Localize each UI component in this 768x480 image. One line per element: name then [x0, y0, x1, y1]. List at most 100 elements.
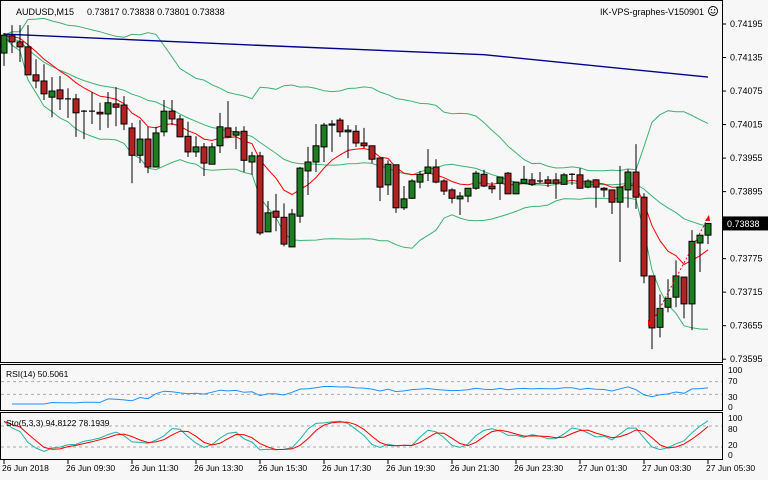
candle[interactable]: [648, 275, 656, 350]
candle[interactable]: [256, 151, 264, 236]
candle[interactable]: [112, 87, 120, 127]
candle[interactable]: [320, 122, 328, 162]
candle[interactable]: [65, 88, 71, 118]
candle[interactable]: [472, 170, 480, 190]
bollinger-upper-line: [3, 17, 709, 172]
candle[interactable]: [480, 169, 488, 188]
candle[interactable]: [81, 110, 87, 140]
candle[interactable]: [368, 145, 376, 164]
candle[interactable]: [384, 160, 392, 195]
candle[interactable]: [416, 170, 424, 189]
candle[interactable]: [400, 186, 408, 211]
candle-body: [56, 89, 64, 100]
candle[interactable]: [192, 136, 200, 157]
candle[interactable]: [89, 92, 95, 124]
candle[interactable]: [360, 127, 368, 149]
candle[interactable]: [128, 122, 136, 184]
candle[interactable]: [16, 25, 24, 62]
candle[interactable]: [96, 102, 104, 131]
stochastic-panel[interactable]: [1, 420, 722, 453]
candle[interactable]: [264, 201, 272, 233]
candle[interactable]: [544, 175, 552, 188]
candle[interactable]: [408, 179, 416, 199]
candle[interactable]: [328, 120, 336, 152]
candle[interactable]: [272, 193, 280, 232]
smiley-face-icon[interactable]: [708, 6, 718, 16]
candle-body: [0, 34, 8, 54]
candle[interactable]: [176, 115, 184, 138]
candle[interactable]: [216, 112, 224, 154]
candle[interactable]: [232, 126, 240, 150]
candle[interactable]: [696, 234, 704, 273]
candle-body: [648, 275, 656, 329]
candle[interactable]: [392, 164, 400, 213]
candle[interactable]: [352, 125, 360, 147]
candle[interactable]: [48, 77, 56, 118]
price-panel[interactable]: [0, 17, 712, 350]
candle[interactable]: [56, 75, 64, 111]
candle[interactable]: [168, 99, 176, 126]
candle[interactable]: [664, 279, 672, 313]
candle-body: [288, 213, 296, 248]
candle-body: [16, 41, 24, 48]
candle[interactable]: [537, 172, 543, 184]
candle[interactable]: [32, 59, 40, 89]
candle[interactable]: [440, 179, 448, 195]
candle[interactable]: [528, 173, 536, 187]
candle[interactable]: [560, 173, 568, 185]
candle[interactable]: [616, 165, 624, 262]
candle[interactable]: [456, 192, 464, 216]
candle[interactable]: [632, 144, 640, 209]
candle[interactable]: [600, 187, 608, 198]
stochastic-label: Sto(5,3,3) 94.8122 78.1939: [6, 418, 110, 428]
candle[interactable]: [312, 124, 320, 173]
candle[interactable]: [200, 142, 208, 176]
candle[interactable]: [160, 99, 168, 137]
candle[interactable]: [72, 93, 80, 137]
candle[interactable]: [432, 159, 440, 184]
candle[interactable]: [488, 182, 496, 194]
candle[interactable]: [576, 168, 584, 189]
candle[interactable]: [120, 96, 128, 131]
price-panel-border: [0, 0, 723, 363]
rsi-panel[interactable]: [1, 381, 722, 405]
candle[interactable]: [584, 179, 592, 189]
candle[interactable]: [304, 146, 312, 195]
candle[interactable]: [680, 276, 688, 319]
candle[interactable]: [40, 64, 48, 100]
candle[interactable]: [520, 165, 528, 184]
candle[interactable]: [608, 189, 616, 214]
candle[interactable]: [184, 121, 192, 157]
candle[interactable]: [208, 142, 216, 165]
candle[interactable]: [424, 149, 432, 181]
candle[interactable]: [512, 181, 520, 195]
candle[interactable]: [496, 176, 504, 200]
candle[interactable]: [224, 101, 232, 138]
candle[interactable]: [296, 167, 304, 223]
candle[interactable]: [624, 169, 632, 208]
candle[interactable]: [336, 117, 344, 137]
candle[interactable]: [24, 25, 32, 76]
candle[interactable]: [136, 120, 144, 164]
candle[interactable]: [640, 193, 648, 284]
candle[interactable]: [552, 173, 560, 199]
candle[interactable]: [344, 125, 352, 159]
candle[interactable]: [280, 203, 288, 247]
candle[interactable]: [104, 92, 112, 128]
candle[interactable]: [704, 222, 712, 245]
candle[interactable]: [592, 179, 600, 208]
candle[interactable]: [288, 208, 296, 248]
candle[interactable]: [240, 126, 248, 173]
candle[interactable]: [504, 172, 512, 195]
candle[interactable]: [8, 25, 16, 54]
candle[interactable]: [152, 126, 160, 168]
candle[interactable]: [464, 187, 472, 203]
candle[interactable]: [248, 151, 256, 175]
candle[interactable]: [144, 126, 152, 174]
candle[interactable]: [448, 188, 456, 204]
candle[interactable]: [376, 157, 384, 202]
candle[interactable]: [569, 173, 575, 185]
candle[interactable]: [672, 260, 680, 308]
candle-body: [304, 161, 312, 172]
